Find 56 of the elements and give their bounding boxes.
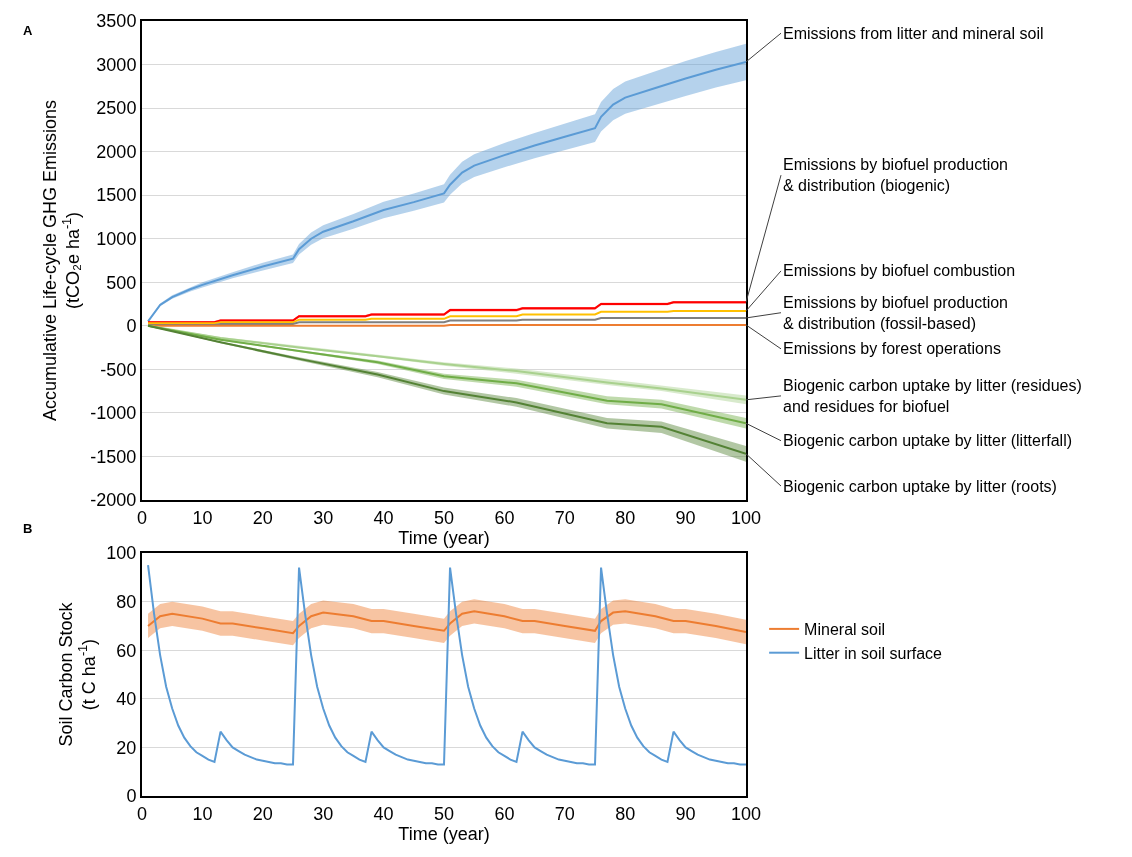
x-tick-label: 100 <box>730 803 762 824</box>
x-tick-label: 90 <box>675 507 696 528</box>
text: Biogenic carbon uptake by litter (litterfall) <box>783 432 1073 449</box>
x-tick-label: 60 <box>494 507 515 528</box>
x-tick-label: 60 <box>494 803 515 824</box>
y-tick-label: 2000 <box>96 141 137 162</box>
text: Emissions by biofuel combustion <box>783 262 1016 279</box>
x-tick-label: 10 <box>192 507 213 528</box>
x-axis-title: Time (year) <box>398 527 490 548</box>
line-series <box>147 564 746 766</box>
x-tick-label: 20 <box>252 803 273 824</box>
y-tick-label: 0 <box>126 316 137 337</box>
text: B <box>23 521 33 536</box>
y-tick-label: 0 <box>126 786 137 807</box>
x-tick-label: 50 <box>433 803 455 824</box>
x-tick-label: 30 <box>313 507 334 528</box>
y-tick-label: 500 <box>106 272 137 293</box>
text: Emissions from litter and mineral soil <box>783 25 1044 42</box>
x-tick-label: 20 <box>252 507 273 528</box>
x-tick-label: 40 <box>373 803 394 824</box>
y-tick-label: 1500 <box>96 185 137 206</box>
x-tick-label: 80 <box>615 803 636 824</box>
y-tick-label: 20 <box>116 737 137 758</box>
text: Emissions by biofuel production & distribution (fossil-based) <box>783 294 1009 332</box>
x-tick-label: 10 <box>192 803 213 824</box>
y-tick-label: -1500 <box>90 446 137 467</box>
line-series <box>147 610 746 635</box>
line-series <box>147 316 746 326</box>
x-tick-label: 70 <box>554 803 575 824</box>
text: Emissions by biofuel production & distribution (biogenic) <box>783 156 1009 194</box>
y-tick-label: -500 <box>100 359 137 380</box>
y-tick-label: 100 <box>106 543 137 564</box>
x-tick-label: 90 <box>675 803 696 824</box>
y-tick-label: 2500 <box>96 98 137 119</box>
y-tick-label: 80 <box>116 591 137 612</box>
line-series <box>147 309 746 325</box>
text: Biogenic carbon uptake by litter (residues) and residues for biofuel <box>783 377 1082 415</box>
y-tick-label: 1000 <box>96 229 137 249</box>
y-tick-label: 3000 <box>96 54 137 75</box>
y-tick-label: -2000 <box>90 490 137 511</box>
x-tick-label: 100 <box>730 507 762 528</box>
legend-label: Litter in soil surface <box>804 644 943 662</box>
y-tick-label: -1000 <box>90 403 137 424</box>
x-tick-label: 70 <box>554 507 575 528</box>
x-tick-label: 80 <box>615 507 636 528</box>
x-tick-label: 30 <box>313 803 334 824</box>
x-tick-label: 40 <box>373 507 394 528</box>
text: Emissions by forest operations <box>783 340 1001 357</box>
text: Biogenic carbon uptake by litter (roots) <box>783 478 1057 495</box>
y-tick-label: 60 <box>116 640 137 661</box>
text: A <box>23 23 33 38</box>
y-tick-label: 40 <box>116 689 137 710</box>
x-axis-title: Time (year) <box>398 823 490 844</box>
legend-label: Mineral soil <box>804 621 886 639</box>
x-tick-label: 50 <box>433 507 455 528</box>
y-tick-label: 3500 <box>96 11 137 32</box>
